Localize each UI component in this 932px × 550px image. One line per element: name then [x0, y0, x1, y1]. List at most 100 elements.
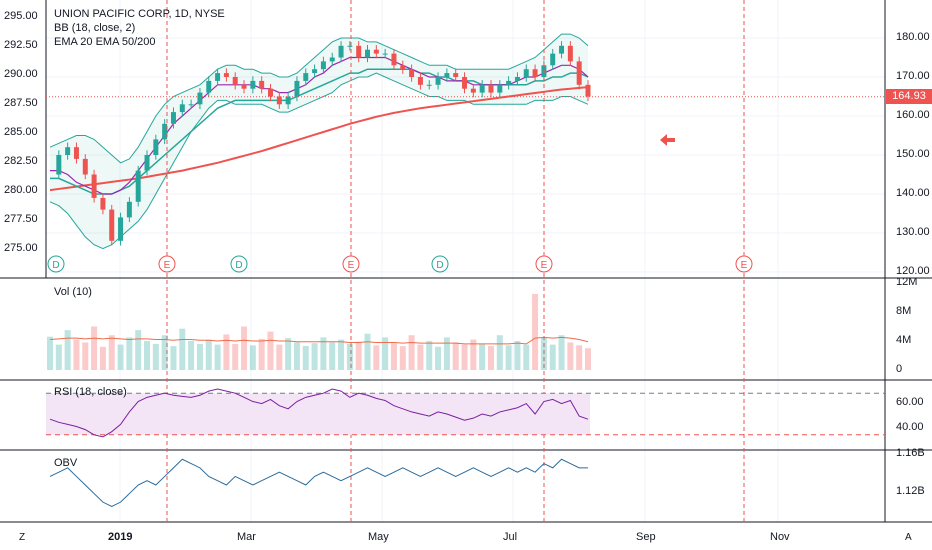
candle-body	[338, 45, 344, 58]
candle-body	[320, 61, 326, 70]
candle-body	[135, 170, 141, 202]
candle-body	[488, 84, 494, 93]
dividend-marker-label: D	[436, 260, 443, 271]
volume-bar	[382, 337, 389, 370]
candle-body	[241, 84, 247, 89]
earnings-marker-label: E	[164, 260, 171, 271]
candle-body	[170, 112, 176, 124]
rsi-line	[49, 388, 589, 438]
volume-bar	[355, 341, 362, 370]
zoom-corner-button[interactable]: Z	[19, 532, 26, 543]
volume-bar	[487, 346, 494, 370]
earnings-marker	[158, 255, 176, 273]
bb-legend[interactable]: BB (18, close, 2)	[54, 22, 136, 34]
volume-bar	[91, 326, 98, 370]
volume-bar	[64, 330, 71, 370]
candle-body	[417, 77, 423, 85]
volume-bar	[302, 346, 309, 370]
x-tick-label: 2019	[108, 531, 133, 543]
x-tick-label: Jul	[503, 531, 518, 543]
candle-body	[559, 45, 565, 54]
left-tick-label: 277.50	[4, 213, 38, 225]
candle-body	[162, 123, 168, 140]
obv-tick-label: 1.16B	[896, 447, 925, 459]
current-price-tag: 164.93	[886, 89, 932, 104]
candle-body	[303, 73, 309, 81]
obv-pane-title[interactable]: OBV	[54, 457, 78, 469]
candle-body	[267, 88, 273, 97]
vol-tick-label: 4M	[896, 334, 912, 346]
volume-bar	[408, 335, 415, 370]
volume-bar	[364, 333, 371, 370]
volume-bar	[99, 346, 106, 370]
volume-bar	[196, 343, 203, 370]
candle-body	[259, 80, 265, 89]
volume-bar	[152, 343, 159, 370]
volume-bar	[170, 346, 177, 370]
volume-bar	[55, 344, 62, 370]
candle-body	[285, 96, 291, 105]
left-tick-label: 280.00	[4, 184, 38, 196]
volume-bar	[232, 343, 239, 370]
volume-bar	[126, 337, 133, 370]
right-tick-label: 140.00	[896, 187, 930, 199]
volume-bar	[496, 335, 503, 370]
candle-body	[514, 77, 520, 81]
volume-bar	[117, 344, 124, 370]
earnings-marker	[535, 255, 553, 273]
candle-body	[100, 197, 106, 210]
right-tick-label: 130.00	[896, 226, 930, 238]
candle-body	[250, 80, 256, 89]
candle-body	[312, 69, 318, 74]
candle-body	[382, 53, 388, 55]
auto-scale-button[interactable]: A	[905, 532, 912, 543]
candle-body	[232, 77, 238, 85]
volume-bar	[179, 328, 186, 370]
candle-body	[409, 69, 415, 77]
dividend-marker	[230, 255, 248, 273]
rsi-pane-title[interactable]: RSI (18, close)	[54, 386, 127, 398]
volume-bar	[373, 345, 380, 370]
bb-upper-line	[49, 33, 589, 164]
right-tick-label: 120.00	[896, 265, 930, 277]
volume-bar	[540, 337, 547, 370]
left-tick-label: 275.00	[4, 242, 38, 254]
bb-lower-line	[49, 72, 589, 250]
ema-legend[interactable]: EMA 20 EMA 50/200	[54, 36, 156, 48]
candle-body	[532, 69, 538, 77]
volume-pane-title[interactable]: Vol (10)	[54, 286, 92, 298]
volume-bar	[320, 337, 327, 370]
volume-bar	[426, 341, 433, 370]
volume-bar	[452, 342, 459, 370]
volume-bar	[505, 345, 512, 370]
volume-bar	[144, 341, 151, 370]
volume-bar	[258, 338, 265, 370]
candle-body	[91, 174, 97, 198]
candle-body	[497, 84, 503, 93]
volume-bar	[390, 343, 397, 370]
candle-body	[215, 73, 221, 81]
volume-ma-line	[49, 336, 589, 345]
volume-bar	[108, 335, 115, 370]
right-tick-label: 170.00	[896, 70, 930, 82]
candle-body	[179, 104, 185, 113]
candle-body	[82, 158, 88, 175]
candle-body	[223, 73, 229, 77]
volume-bar	[576, 345, 583, 370]
candle-body	[576, 61, 582, 85]
vol-tick-label: 0	[896, 363, 903, 375]
candle-body	[56, 155, 62, 175]
bb-band-fill	[50, 34, 588, 249]
candle-body	[294, 80, 300, 97]
rsi-tick-label: 60.00	[896, 396, 924, 408]
x-tick-label: Sep	[636, 531, 656, 543]
volume-bar	[135, 330, 142, 370]
volume-bar	[249, 345, 256, 370]
volume-bar	[399, 346, 406, 370]
left-tick-label: 285.00	[4, 126, 38, 138]
obv-tick-label: 1.12B	[896, 485, 925, 497]
candle-body	[153, 139, 159, 155]
right-tick-label: 180.00	[896, 31, 930, 43]
